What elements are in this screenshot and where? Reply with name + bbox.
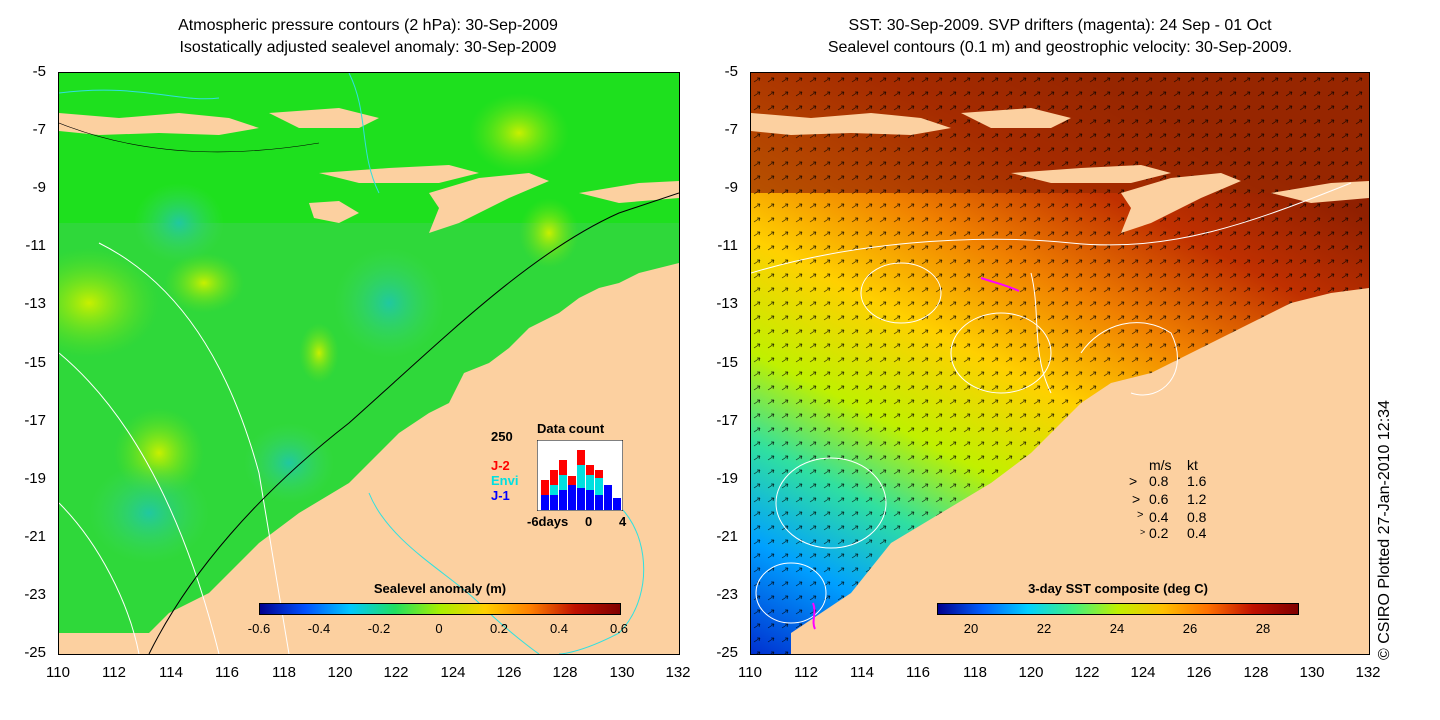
- right-y-label: -15: [716, 354, 738, 371]
- left-x-label: 122: [383, 664, 409, 681]
- left-y-label: -5: [32, 63, 46, 80]
- left-cbar-tick: -0.2: [367, 621, 391, 636]
- right-x-label: 122: [1074, 664, 1100, 681]
- inset-x-end: 4: [619, 514, 627, 529]
- velocity-legend-ms: 0.8: [1149, 473, 1169, 489]
- left-x-label: 128: [552, 664, 578, 681]
- left-y-label: -19: [24, 470, 46, 487]
- left-cbar-tick: 0.6: [609, 621, 629, 636]
- left-x-label: 114: [159, 664, 183, 681]
- right-cbar-tick: 26: [1182, 621, 1198, 636]
- right-y-label: -13: [716, 295, 738, 312]
- left-colorbar: [259, 603, 621, 615]
- right-x-label: 110: [738, 664, 762, 681]
- right-y-label: -25: [716, 644, 738, 661]
- right-map[interactable]: m/s kt > 0.8 1.6 > 0.6 1.2 > 0.4 0.8 > 0…: [750, 72, 1370, 655]
- right-x-label: 132: [1355, 664, 1381, 681]
- right-y-label: -9: [724, 179, 738, 196]
- right-x-label: 116: [906, 664, 930, 681]
- right-y-label: -17: [716, 412, 738, 429]
- right-title-line1: SST: 30-Sep-2009. SVP drifters (magenta)…: [848, 17, 1272, 34]
- inset-x-start: -6days: [527, 514, 569, 529]
- right-cbar-tick: 20: [963, 621, 979, 636]
- right-y-label: -21: [716, 528, 738, 545]
- left-x-label: 118: [272, 664, 296, 681]
- velocity-legend-ms: 0.2: [1149, 525, 1169, 541]
- velocity-legend-ms: 0.4: [1149, 509, 1169, 525]
- right-x-label: 112: [794, 664, 818, 681]
- right-y-label: -23: [716, 586, 738, 603]
- right-y-label: -5: [724, 63, 738, 80]
- velocity-legend-ms: 0.6: [1149, 491, 1169, 507]
- left-y-label: -21: [24, 528, 46, 545]
- inset-series-j2: J-2: [491, 458, 510, 473]
- inset-series-envi: Envi: [491, 473, 519, 488]
- right-cbar-tick: 24: [1109, 621, 1125, 636]
- left-y-label: -13: [24, 295, 46, 312]
- left-y-label: -7: [32, 121, 46, 138]
- inset-series-j1: J-1: [491, 488, 510, 503]
- inset-title: Data count: [537, 421, 605, 436]
- left-x-label: 110: [46, 664, 70, 681]
- right-y-label: -7: [724, 121, 738, 138]
- credit-text: © CSIRO Plotted 27-Jan-2010 12:34: [1376, 400, 1393, 660]
- velocity-legend-arrow-icon: >: [1132, 491, 1141, 507]
- left-x-label: 130: [609, 664, 635, 681]
- right-colorbar: [937, 603, 1299, 615]
- left-colorbar-title: Sealevel anomaly (m): [373, 581, 507, 596]
- left-x-label: 120: [327, 664, 353, 681]
- velocity-legend-kt: 1.6: [1187, 473, 1207, 489]
- left-y-label: -25: [24, 644, 46, 661]
- velocity-legend-arrow-icon: >: [1140, 527, 1146, 537]
- left-x-label: 116: [215, 664, 239, 681]
- left-x-label: 124: [440, 664, 466, 681]
- left-y-label: -11: [25, 237, 46, 254]
- left-title-line1: Atmospheric pressure contours (2 hPa): 3…: [178, 17, 558, 34]
- left-map[interactable]: Data count 250 J-2 Envi J-1 -6days 0 4 S…: [58, 72, 680, 655]
- right-y-label: -19: [716, 470, 738, 487]
- right-x-label: 130: [1299, 664, 1325, 681]
- velocity-legend-arrow-icon: >: [1129, 473, 1138, 489]
- right-cbar-tick: 22: [1036, 621, 1052, 636]
- left-y-label: -17: [24, 412, 46, 429]
- velocity-legend-arrow-icon: >: [1137, 509, 1144, 521]
- velocity-legend-header-ms: m/s: [1149, 457, 1172, 473]
- left-cbar-tick: 0.4: [549, 621, 569, 636]
- left-x-label: 112: [102, 664, 126, 681]
- right-x-label: 126: [1186, 664, 1212, 681]
- data-count-chart: [537, 440, 623, 511]
- right-x-label: 124: [1130, 664, 1156, 681]
- left-cbar-tick: -0.6: [247, 621, 271, 636]
- velocity-legend-kt: 0.8: [1187, 509, 1207, 525]
- left-y-label: -9: [32, 179, 46, 196]
- left-x-label: 126: [496, 664, 522, 681]
- velocity-legend-kt: 1.2: [1187, 491, 1207, 507]
- left-cbar-tick: 0.2: [489, 621, 509, 636]
- right-x-label: 120: [1018, 664, 1044, 681]
- right-title-line2: Sealevel contours (0.1 m) and geostrophi…: [827, 39, 1293, 56]
- inset-x-zero: 0: [585, 514, 593, 529]
- right-y-label: -11: [717, 237, 738, 254]
- left-y-label: -15: [24, 354, 46, 371]
- right-cbar-tick: 28: [1255, 621, 1271, 636]
- left-x-label: 132: [665, 664, 691, 681]
- velocity-legend-kt: 0.4: [1187, 525, 1207, 541]
- right-colorbar-title: 3-day SST composite (deg C): [1028, 581, 1208, 596]
- left-cbar-tick: 0: [435, 621, 443, 636]
- velocity-legend-header-kt: kt: [1187, 457, 1198, 473]
- right-x-label: 118: [963, 664, 987, 681]
- inset-ymax: 250: [491, 429, 513, 444]
- right-x-label: 128: [1243, 664, 1269, 681]
- left-cbar-tick: -0.4: [307, 621, 331, 636]
- left-y-label: -23: [24, 586, 46, 603]
- right-x-label: 114: [850, 664, 874, 681]
- left-title-line2: Isostatically adjusted sealevel anomaly:…: [179, 39, 557, 56]
